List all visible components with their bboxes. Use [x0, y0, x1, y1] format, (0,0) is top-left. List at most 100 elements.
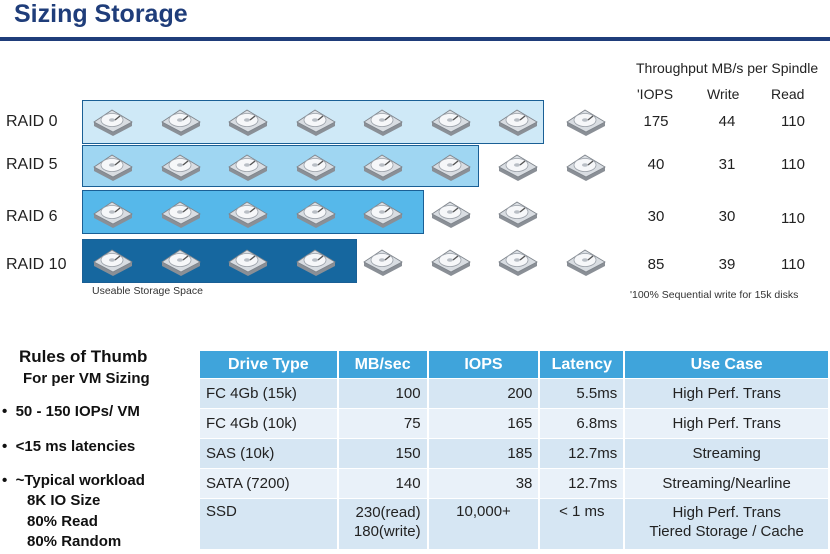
cell-drive-type: FC 4Gb (15k) [200, 378, 339, 409]
write-raid-0: 44 [718, 113, 736, 130]
cell-use-case: Streaming/Nearline [624, 468, 830, 499]
page-title: Sizing Storage [14, 0, 188, 28]
cell-mbsec: 140 [337, 468, 429, 499]
col-mbsec: MB/sec [337, 351, 429, 379]
write-header: Write [707, 86, 740, 102]
disk-icon-usable [293, 196, 339, 228]
disk-icon-redundant [563, 104, 609, 136]
cell-use-case: High Perf. Trans Tiered Storage / Cache [624, 498, 830, 549]
title-divider [0, 37, 830, 41]
disk-icon-usable [158, 244, 204, 276]
read-raid-6: 110 [781, 210, 805, 227]
usable-space-raid-5 [82, 145, 479, 187]
disk-icon-usable [293, 149, 339, 181]
cell-latency: 12.7ms [539, 468, 626, 499]
raid-label-6: RAID 6 [6, 208, 58, 225]
col-drive-type: Drive Type [200, 351, 339, 379]
drive-type-table: Drive Type MB/sec IOPS Latency Use Case … [200, 351, 830, 549]
table-row: SAS (10k) 150 185 12.7ms Streaming [200, 438, 830, 469]
disk-icon-redundant [495, 244, 541, 276]
ssd-mbsec-read: 230(read) [355, 504, 421, 521]
disk-icon-usable [158, 149, 204, 181]
rules-subtitle: For per VM Sizing [23, 370, 150, 387]
disk-icon-usable [90, 244, 136, 276]
iops-header: 'IOPS [637, 86, 674, 102]
disk-icon-usable [90, 196, 136, 228]
cell-mbsec: 75 [337, 408, 429, 439]
workload-io-size: 8K IO Size [27, 492, 101, 509]
table-row: SATA (7200) 140 38 12.7ms Streaming/Near… [200, 468, 830, 499]
disk-icon-usable [428, 104, 474, 136]
read-header: Read [771, 86, 805, 102]
disk-icon-usable [360, 196, 406, 228]
throughput-header: Throughput MB/s per Spindle [636, 60, 819, 76]
read-raid-10: 110 [781, 256, 805, 273]
cell-latency: 5.5ms [539, 378, 626, 409]
disk-icon-usable [90, 104, 136, 136]
disk-icon-usable [225, 104, 271, 136]
col-iops: IOPS [427, 351, 541, 379]
cell-iops: 185 [427, 438, 541, 469]
cell-latency: 6.8ms [539, 408, 626, 439]
col-latency: Latency [539, 351, 626, 379]
raid-label-0: RAID 0 [6, 113, 58, 130]
cell-mbsec: 150 [337, 438, 429, 469]
table-row-ssd: SSD 230(read) 180(write) 10,000+ < 1 ms … [200, 498, 830, 549]
write-raid-10: 39 [718, 256, 736, 273]
cell-iops: 10,000+ [427, 498, 541, 549]
cell-mbsec: 230(read) 180(write) [337, 498, 429, 549]
write-raid-6: 30 [718, 208, 736, 225]
disk-icon-usable [360, 149, 406, 181]
cell-drive-type: SSD [200, 498, 339, 549]
disk-icon-redundant [428, 196, 474, 228]
disk-icon-redundant [360, 244, 406, 276]
cell-latency: 12.7ms [539, 438, 626, 469]
disk-icon-usable [293, 104, 339, 136]
cell-iops: 38 [427, 468, 541, 499]
ssd-mbsec-write: 180(write) [353, 523, 421, 540]
iops-raid-0: 175 [643, 113, 669, 130]
disk-icon-usable [158, 196, 204, 228]
workload-read: 80% Read [27, 513, 98, 530]
cell-use-case: High Perf. Trans [624, 408, 830, 439]
disk-icon-redundant [563, 149, 609, 181]
disk-icon-usable [293, 244, 339, 276]
disk-icon-usable [495, 104, 541, 136]
cell-drive-type: SAS (10k) [200, 438, 339, 469]
table-row: FC 4Gb (10k) 75 165 6.8ms High Perf. Tra… [200, 408, 830, 439]
iops-raid-10: 85 [647, 256, 665, 273]
disk-icon-redundant [428, 244, 474, 276]
disk-icon-usable [225, 149, 271, 181]
cell-drive-type: SATA (7200) [200, 468, 339, 499]
disk-icon-usable [428, 149, 474, 181]
disk-icon-usable [158, 104, 204, 136]
write-raid-5: 31 [718, 156, 736, 173]
iops-raid-5: 40 [647, 156, 665, 173]
usable-space-caption: Useable Storage Space [92, 285, 203, 297]
disk-icon-redundant [495, 196, 541, 228]
raid-label-5: RAID 5 [6, 156, 58, 173]
footnote: '100% Sequential write for 15k disks [630, 289, 799, 301]
table-row: FC 4Gb (15k) 100 200 5.5ms High Perf. Tr… [200, 378, 830, 409]
rules-title: Rules of Thumb [19, 347, 148, 366]
cell-use-case: Streaming [624, 438, 830, 469]
ssd-use-case-2: Tiered Storage / Cache [649, 523, 804, 540]
disk-icon-usable [225, 196, 271, 228]
disk-icon-usable [225, 244, 271, 276]
raid-label-10: RAID 10 [6, 256, 67, 273]
cell-use-case: High Perf. Trans [624, 378, 830, 409]
cell-mbsec: 100 [337, 378, 429, 409]
cell-iops: 165 [427, 408, 541, 439]
table-header-row: Drive Type MB/sec IOPS Latency Use Case [200, 351, 830, 379]
col-use-case: Use Case [624, 351, 830, 379]
rule-bullet-latency: • <15 ms latencies [2, 438, 136, 455]
disk-icon-redundant [563, 244, 609, 276]
cell-drive-type: FC 4Gb (10k) [200, 408, 339, 439]
disk-icon-redundant [495, 149, 541, 181]
workload-random: 80% Random [27, 533, 122, 550]
disk-icon-usable [90, 149, 136, 181]
cell-iops: 200 [427, 378, 541, 409]
disk-icon-usable [360, 104, 406, 136]
ssd-use-case-1: High Perf. Trans [672, 504, 781, 521]
read-raid-5: 110 [781, 156, 805, 173]
